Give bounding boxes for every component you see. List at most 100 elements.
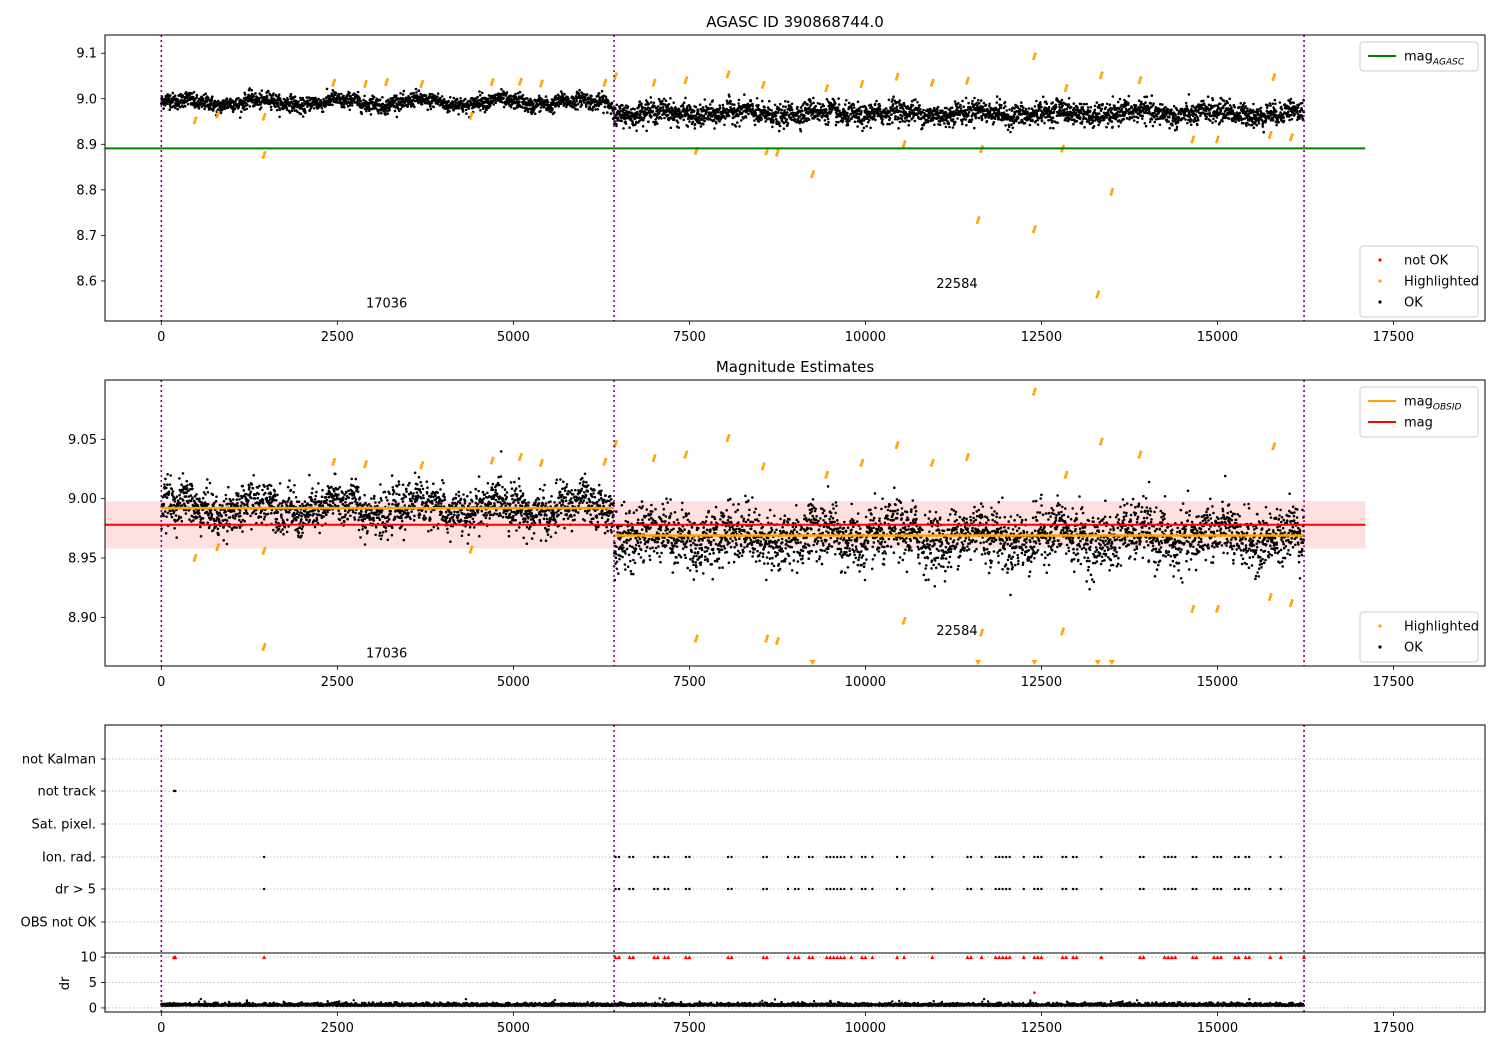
- ok-point: [736, 107, 740, 110]
- ok-point: [380, 111, 383, 115]
- ok-point: [457, 106, 461, 110]
- ok-point: [1110, 120, 1114, 123]
- ok-point: [179, 105, 182, 109]
- ok-point: [1086, 108, 1090, 112]
- ok-point: [897, 127, 900, 130]
- ok-point: [1280, 108, 1284, 111]
- ok-point: [350, 104, 354, 107]
- ok-point: [890, 113, 893, 116]
- ok-point: [661, 106, 665, 109]
- ok-point: [480, 91, 484, 95]
- ok-point: [617, 116, 620, 119]
- ok-point: [464, 97, 467, 101]
- ok-point: [609, 112, 613, 115]
- ok-point: [961, 122, 964, 126]
- ok-point: [1016, 106, 1020, 109]
- ok-point: [246, 103, 249, 107]
- ok-point: [1016, 116, 1020, 120]
- ok-point: [975, 116, 978, 119]
- ok-point: [667, 113, 670, 117]
- ok-point: [1106, 122, 1110, 125]
- ok-point: [964, 118, 968, 121]
- ok-point: [945, 106, 948, 110]
- ok-point: [1086, 106, 1090, 109]
- ok-point: [195, 93, 199, 97]
- ok-point: [667, 102, 671, 106]
- ok-point: [818, 102, 822, 106]
- ok-point: [943, 122, 946, 125]
- ok-point: [949, 116, 952, 119]
- ok-point: [569, 99, 572, 103]
- ok-point: [755, 97, 759, 100]
- ok-point: [1027, 107, 1031, 110]
- ok-point: [1176, 121, 1180, 124]
- ok-point: [620, 119, 623, 123]
- ok-point: [297, 100, 300, 103]
- ok-point: [1188, 115, 1191, 119]
- ok-point: [1009, 130, 1012, 134]
- ok-point: [922, 108, 925, 112]
- ok-point: [778, 121, 781, 125]
- ok-point: [961, 99, 964, 103]
- ok-point: [970, 109, 973, 112]
- ok-point: [448, 110, 451, 113]
- ok-point: [1092, 125, 1096, 128]
- ok-point: [432, 105, 436, 109]
- ok-point: [1271, 118, 1275, 122]
- ok-point: [1093, 104, 1097, 108]
- ok-point: [1219, 109, 1223, 113]
- ok-point: [604, 95, 608, 98]
- ok-point: [1247, 123, 1251, 126]
- ok-point: [289, 92, 293, 96]
- ok-point: [721, 103, 725, 107]
- ok-point: [642, 119, 645, 122]
- ok-point: [1218, 121, 1222, 124]
- ok-point: [204, 92, 207, 95]
- ok-point: [621, 104, 624, 107]
- ok-point: [768, 99, 771, 103]
- ok-point: [1234, 120, 1237, 124]
- ok-point: [243, 108, 246, 111]
- ok-point: [259, 106, 263, 109]
- ok-point: [1213, 104, 1217, 107]
- ok-point: [692, 109, 696, 113]
- ok-point: [1125, 117, 1129, 120]
- ok-point: [736, 121, 739, 124]
- ok-point: [951, 126, 955, 129]
- ok-point: [626, 105, 630, 108]
- ok-point: [1018, 108, 1022, 111]
- ok-point: [1051, 101, 1054, 104]
- ok-point: [747, 112, 750, 116]
- ok-point: [1282, 116, 1286, 119]
- ok-point: [343, 106, 346, 109]
- ok-point: [723, 123, 726, 127]
- ok-point: [649, 96, 653, 99]
- ok-point: [1243, 117, 1247, 120]
- ok-point: [749, 99, 753, 103]
- ok-point: [992, 121, 996, 124]
- ok-point: [1245, 109, 1249, 113]
- ok-point: [583, 101, 586, 104]
- ok-point: [363, 94, 366, 98]
- ok-point: [884, 107, 888, 110]
- ok-point: [1098, 105, 1101, 109]
- ok-point: [672, 118, 676, 122]
- ok-point: [1074, 108, 1077, 112]
- ok-point: [1104, 106, 1108, 109]
- ok-point: [1153, 120, 1156, 124]
- ok-point: [259, 103, 263, 106]
- ok-point: [459, 97, 462, 100]
- ok-point: [186, 99, 189, 103]
- ok-point: [563, 92, 566, 96]
- ok-point: [971, 99, 974, 103]
- ok-point: [995, 101, 999, 104]
- ok-point: [233, 107, 237, 111]
- ok-point: [812, 96, 815, 100]
- ok-point: [1130, 106, 1133, 109]
- ok-point: [803, 114, 806, 117]
- ok-point: [995, 95, 999, 98]
- ok-point: [672, 101, 675, 104]
- ok-point: [610, 101, 614, 105]
- ok-point: [1280, 105, 1283, 109]
- ok-point: [875, 99, 878, 103]
